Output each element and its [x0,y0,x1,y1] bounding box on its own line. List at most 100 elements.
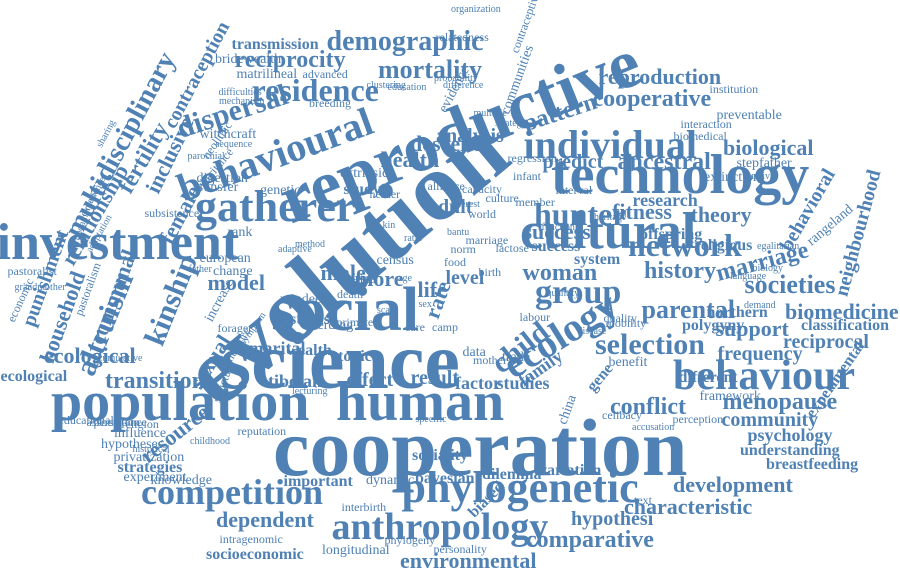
cloud-word-northern: northern [706,304,768,321]
cloud-word-camp: camp [432,320,458,334]
cloud-word-marriage: marriage [465,233,509,247]
cloud-word-predict: predict [542,151,604,173]
cloud-word-educational: educational [58,413,114,427]
cloud-word-sociality: sociality [412,447,468,464]
cloud-word-descent: descent [410,131,480,156]
cloud-word-cooperative: cooperative [592,86,712,112]
cloud-word-tibetan: tibetan [268,371,322,391]
cloud-word-grandmother: grandmother [14,282,66,293]
cloud-word-association: association [86,415,140,429]
cloud-word-rank: rank [227,225,253,240]
cloud-word-multiple: multiple [473,108,507,119]
cloud-word-reciprocity: reciprocity [234,47,346,73]
cloud-word-personality: personality [433,542,487,556]
cloud-word-clustering: clustering [366,80,406,91]
cloud-word-change: change [213,264,253,279]
cloud-word-bayesian: bayesian [415,470,475,487]
cloud-word-interbirth: interbirth [341,500,387,514]
cloud-word-network: network [628,227,742,263]
cloud-word-community: community [721,409,819,431]
cloud-word-scale: scale [377,305,397,316]
cloud-word-individual: individual [523,122,697,167]
cloud-word-breeding: breeding [309,96,351,110]
cloud-word-specific: specific [415,414,447,425]
cloud-word-hypothesi: hypothesi [571,508,654,530]
cloud-word-wealth: wealth [286,342,332,359]
cloud-word-father: father [188,264,212,275]
cloud-word-success: success [531,238,581,255]
cloud-word-survival: survival [745,171,778,182]
cloud-word-kin: kin [382,220,396,231]
cloud-word-herder: herder [369,187,401,201]
cloud-word-benefit: benefit [608,355,648,370]
cloud-word-investment: investment [0,214,240,271]
cloud-word-institution: institution [709,82,759,96]
cloud-word-topic: topic [338,348,372,365]
cloud-word-biomedicine: biomedicine [785,299,899,324]
cloud-word-strategies: strategies [117,459,183,476]
cloud-word-age: age [398,273,412,284]
cloud-word-behaviour: behaviour [673,353,856,399]
cloud-word-woman: woman [522,260,598,286]
cloud-word-interval: interval [555,183,593,197]
cloud-word-member: member [515,195,555,209]
cloud-word-effect: effect [346,369,394,391]
cloud-word-level: level [445,267,485,289]
cloud-word-neighbourhood: neighbourhood [830,167,886,299]
cloud-word-demographic: demographic [326,26,484,57]
cloud-word-offspring: offspring [640,226,703,243]
cloud-word-theory: theory [690,202,752,227]
cloud-word-infant: infant [513,169,541,183]
cloud-word-population: population [51,371,310,433]
cloud-word-cultural: cultural [520,203,697,260]
cloud-word-education: education [387,82,427,93]
cloud-word-residence: residence [251,72,379,108]
cloud-word-mother: mother [473,353,507,367]
cloud-word-pastoralist: pastoralist [7,264,57,278]
cloud-word-norm: norm [450,242,476,256]
cloud-word-hypotheses: hypotheses [101,437,164,452]
cloud-word-studies: studies [496,373,550,393]
cloud-word-accusation: accusation [632,422,675,433]
cloud-word-death: death [337,287,363,301]
cloud-word-phylogenetic: phylogenetic [401,463,639,512]
cloud-word-different: different [678,369,738,386]
cloud-word-selection: selection [595,328,705,361]
cloud-word-herding: herding [310,318,354,333]
cloud-word-strategy: strategy [495,118,527,129]
cloud-word-bantu: bantu [447,227,470,238]
cloud-word-africa: africa [344,272,376,287]
cloud-word-culture: culture [485,191,519,205]
cloud-word-phylogeny: phylogeny [384,533,436,547]
cloud-word-text: text [634,493,652,507]
cloud-word-difference: difference [443,80,484,91]
cloud-word-model: model [207,270,265,295]
cloud-word-cooperation: cooperation [273,402,688,493]
cloud-word-ecological: ecological [44,343,136,368]
cloud-word-historical: historical [132,444,170,455]
cloud-word-lactose: lactose [495,241,529,255]
cloud-word-stepfather: stepfather [736,156,792,171]
cloud-word-reindeer: reindeer [280,292,326,307]
cloud-word-mortality: mortality [378,55,482,84]
cloud-word-male: male [320,260,366,285]
cloud-word-factor: factor [455,373,501,393]
cloud-word-study: study [343,181,381,198]
cloud-word-persistence: persistence [93,415,147,429]
cloud-word-human: human [336,371,505,433]
cloud-word-matrilineal: matrilineal [236,67,298,82]
cloud-word-advanced: advanced [302,67,348,81]
cloud-word-capacity: capacity [462,182,502,196]
cloud-word-dependent: dependent [216,507,314,532]
cloud-word-psychology: psychology [747,425,833,445]
cloud-word-variation: variation [539,462,602,479]
cloud-word-parental: parental [641,295,735,324]
cloud-word-biomedical: biomedical [673,129,727,143]
cloud-word-gatherer: gatherer [195,182,356,231]
cloud-word-sequence: sequence [215,139,253,150]
cloud-word-quality: quality [603,311,637,325]
cloud-word-status: status [290,311,331,328]
cloud-word-extrinsic: extrinsic [340,166,389,181]
cloud-word-genetic: genetic [260,183,301,198]
cloud-word-primate: primate [336,315,374,329]
